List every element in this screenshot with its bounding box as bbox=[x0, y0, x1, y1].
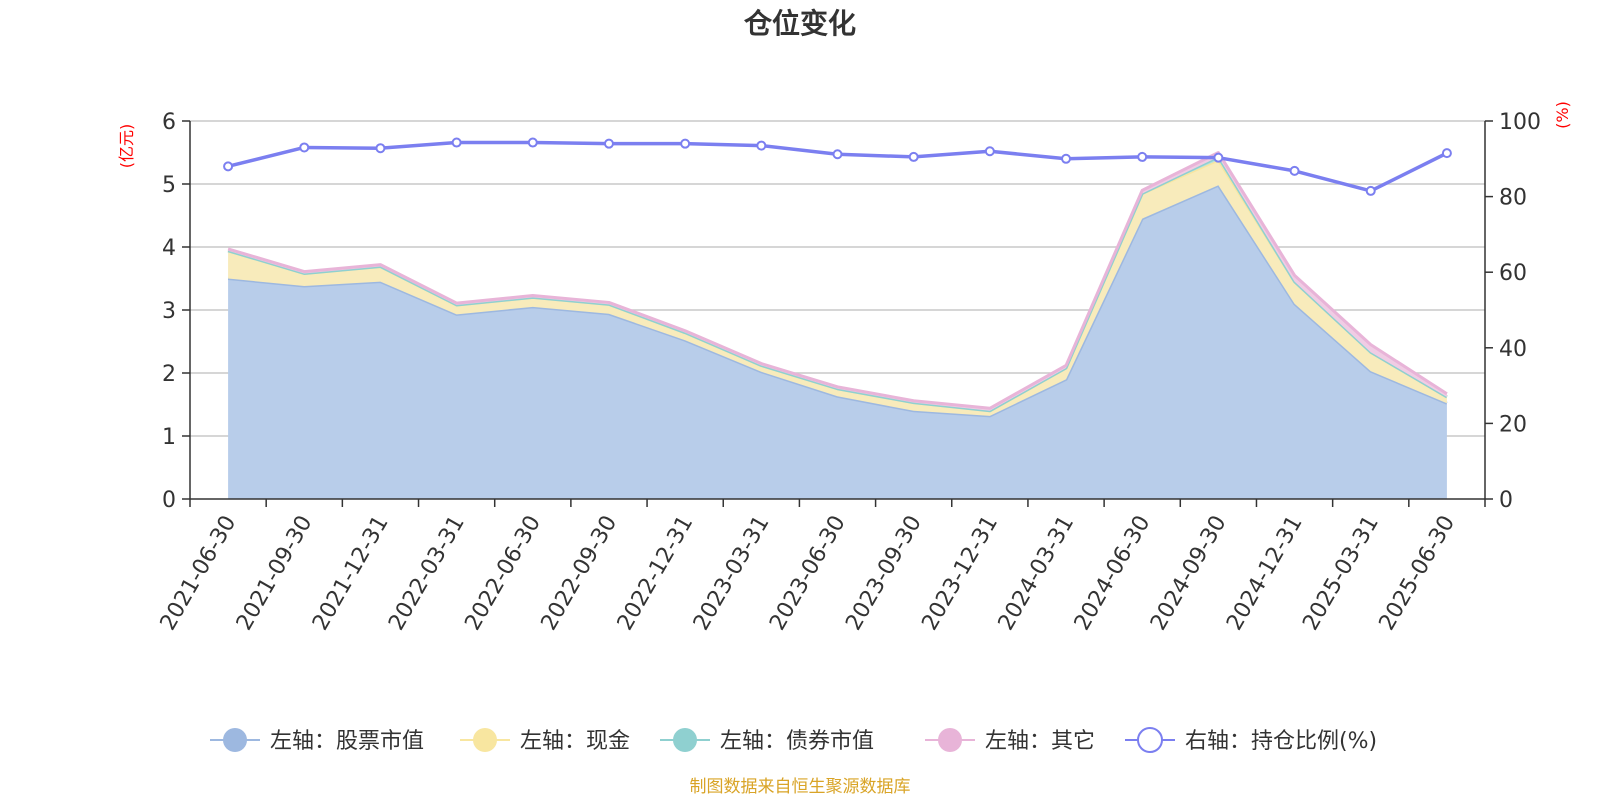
left-axis-tick-label: 1 bbox=[162, 425, 176, 450]
holding-ratio-point bbox=[1137, 151, 1148, 162]
right-axis-tick-label: 0 bbox=[1499, 488, 1513, 513]
legend-marker bbox=[223, 728, 247, 752]
x-axis-tick-label: 2025-06-30 bbox=[1375, 512, 1461, 635]
x-axis-tick-label: 2021-09-30 bbox=[232, 512, 318, 635]
x-axis-tick-label: 2021-12-31 bbox=[308, 512, 394, 635]
x-axis-tick-label: 2022-06-30 bbox=[460, 512, 546, 635]
holding-ratio-point bbox=[299, 142, 310, 153]
right-axis-tick-label: 80 bbox=[1499, 186, 1527, 211]
left-axis-tick-label: 5 bbox=[162, 173, 176, 198]
holding-ratio-point bbox=[603, 138, 614, 149]
legend-label: 左轴：现金 bbox=[520, 729, 630, 754]
right-axis-tick-label: 60 bbox=[1499, 261, 1527, 286]
x-axis-tick-label: 2025-03-31 bbox=[1298, 512, 1384, 635]
left-axis-tick-label: 4 bbox=[162, 236, 176, 261]
line-series bbox=[223, 137, 1452, 196]
holding-ratio-point bbox=[527, 137, 538, 148]
left-axis-unit: (亿元) bbox=[117, 124, 136, 169]
legend-marker bbox=[673, 728, 697, 752]
x-axis-tick-label: 2021-06-30 bbox=[156, 512, 242, 635]
holding-ratio-point bbox=[908, 151, 919, 162]
x-axis-tick-label: 2024-06-30 bbox=[1070, 512, 1156, 635]
legend-label: 左轴：股票市值 bbox=[270, 729, 424, 754]
holding-ratio-point bbox=[756, 140, 767, 151]
legend-label: 左轴：其它 bbox=[985, 729, 1095, 754]
x-axis-tick-label: 2023-09-30 bbox=[841, 512, 927, 635]
left-axis-tick-label: 0 bbox=[162, 488, 176, 513]
left-axis-tick-label: 3 bbox=[162, 299, 176, 324]
x-axis-tick-label: 2022-09-30 bbox=[537, 512, 623, 635]
chart-title: 仓位变化 bbox=[744, 7, 856, 40]
holding-ratio-point bbox=[832, 149, 843, 160]
legend-label: 左轴：债券市值 bbox=[720, 729, 874, 754]
legend-label: 右轴：持仓比例(%) bbox=[1185, 729, 1377, 754]
x-axis-tick-label: 2023-06-30 bbox=[765, 512, 851, 635]
holding-ratio-point bbox=[223, 161, 234, 172]
legend: 左轴：股票市值 左轴：现金 左轴：债券市值 左轴：其它 右轴：持仓比例(%) bbox=[210, 727, 1377, 754]
area-左轴：股票市值 bbox=[228, 185, 1447, 499]
x-axis-tick-label: 2022-12-31 bbox=[613, 512, 699, 635]
legend-marker bbox=[938, 728, 962, 752]
left-axis-tick-label: 2 bbox=[162, 362, 176, 387]
legend-marker bbox=[473, 728, 497, 752]
left-axis-tick-label: 6 bbox=[162, 110, 176, 135]
holding-ratio-point bbox=[1289, 165, 1300, 176]
holding-ratio-point bbox=[680, 138, 691, 149]
right-axis-tick-label: 100 bbox=[1499, 110, 1541, 135]
area-series bbox=[227, 151, 1448, 499]
holding-ratio-point bbox=[1061, 153, 1072, 164]
right-axis-tick-label: 20 bbox=[1499, 412, 1527, 437]
holding-ratio-point bbox=[1213, 152, 1224, 163]
x-axis-tick-label: 2023-12-31 bbox=[917, 512, 1003, 635]
right-axis-tick-label: 40 bbox=[1499, 337, 1527, 362]
x-axis-tick-label: 2024-09-30 bbox=[1146, 512, 1232, 635]
x-axis-tick-label: 2024-12-31 bbox=[1222, 512, 1308, 635]
x-axis-tick-label: 2022-03-31 bbox=[384, 512, 470, 635]
holding-ratio-point bbox=[1365, 185, 1376, 196]
legend-marker bbox=[1137, 727, 1163, 753]
holding-ratio-point bbox=[375, 143, 386, 154]
holding-ratio-point bbox=[451, 137, 462, 148]
area-edge-左轴：其它 bbox=[227, 151, 1448, 410]
x-axis-tick-label: 2024-03-31 bbox=[994, 512, 1080, 635]
data-source-note: 制图数据来自恒生聚源数据库 bbox=[690, 777, 911, 797]
right-axis-unit: (%) bbox=[1553, 101, 1572, 129]
holding-ratio-point bbox=[1441, 148, 1452, 159]
x-axis-tick-label: 2023-03-31 bbox=[689, 512, 775, 635]
holding-ratio-point bbox=[984, 146, 995, 157]
